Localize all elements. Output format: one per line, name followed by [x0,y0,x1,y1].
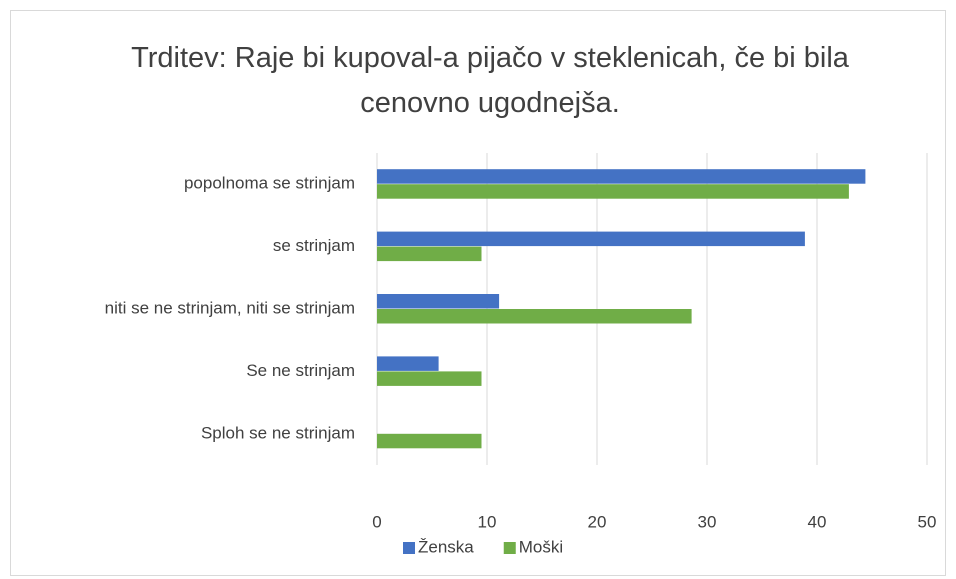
legend-label: Moški [519,537,563,556]
bar [377,184,849,199]
legend-label: Ženska [418,537,474,556]
chart-title: Trditev: Raje bi kupoval-a pijačo v stek… [131,42,849,119]
y-tick-label: se strinjam [273,236,355,255]
y-tick-label: niti se ne strinjam, niti se strinjam [105,298,355,317]
x-tick-label: 40 [808,512,827,531]
bar [377,231,805,247]
x-tick-label: 20 [588,512,607,531]
y-tick-label: Se ne strinjam [246,361,355,380]
bar [377,169,866,184]
bar [377,356,439,371]
bar [377,371,482,386]
bar [377,294,500,309]
y-tick-label: popolnoma se strinjam [184,174,355,193]
x-tick-label: 10 [478,512,497,531]
bar [377,433,482,449]
legend-swatch [503,542,516,554]
x-tick-label: 30 [698,512,717,531]
x-tick-label: 50 [918,512,937,531]
legend-swatch [403,542,415,554]
frame-border [10,10,946,576]
bar [377,246,482,262]
bar [377,309,692,324]
x-tick-label: 0 [372,512,381,531]
y-tick-label: Sploh se ne strinjam [201,423,355,442]
